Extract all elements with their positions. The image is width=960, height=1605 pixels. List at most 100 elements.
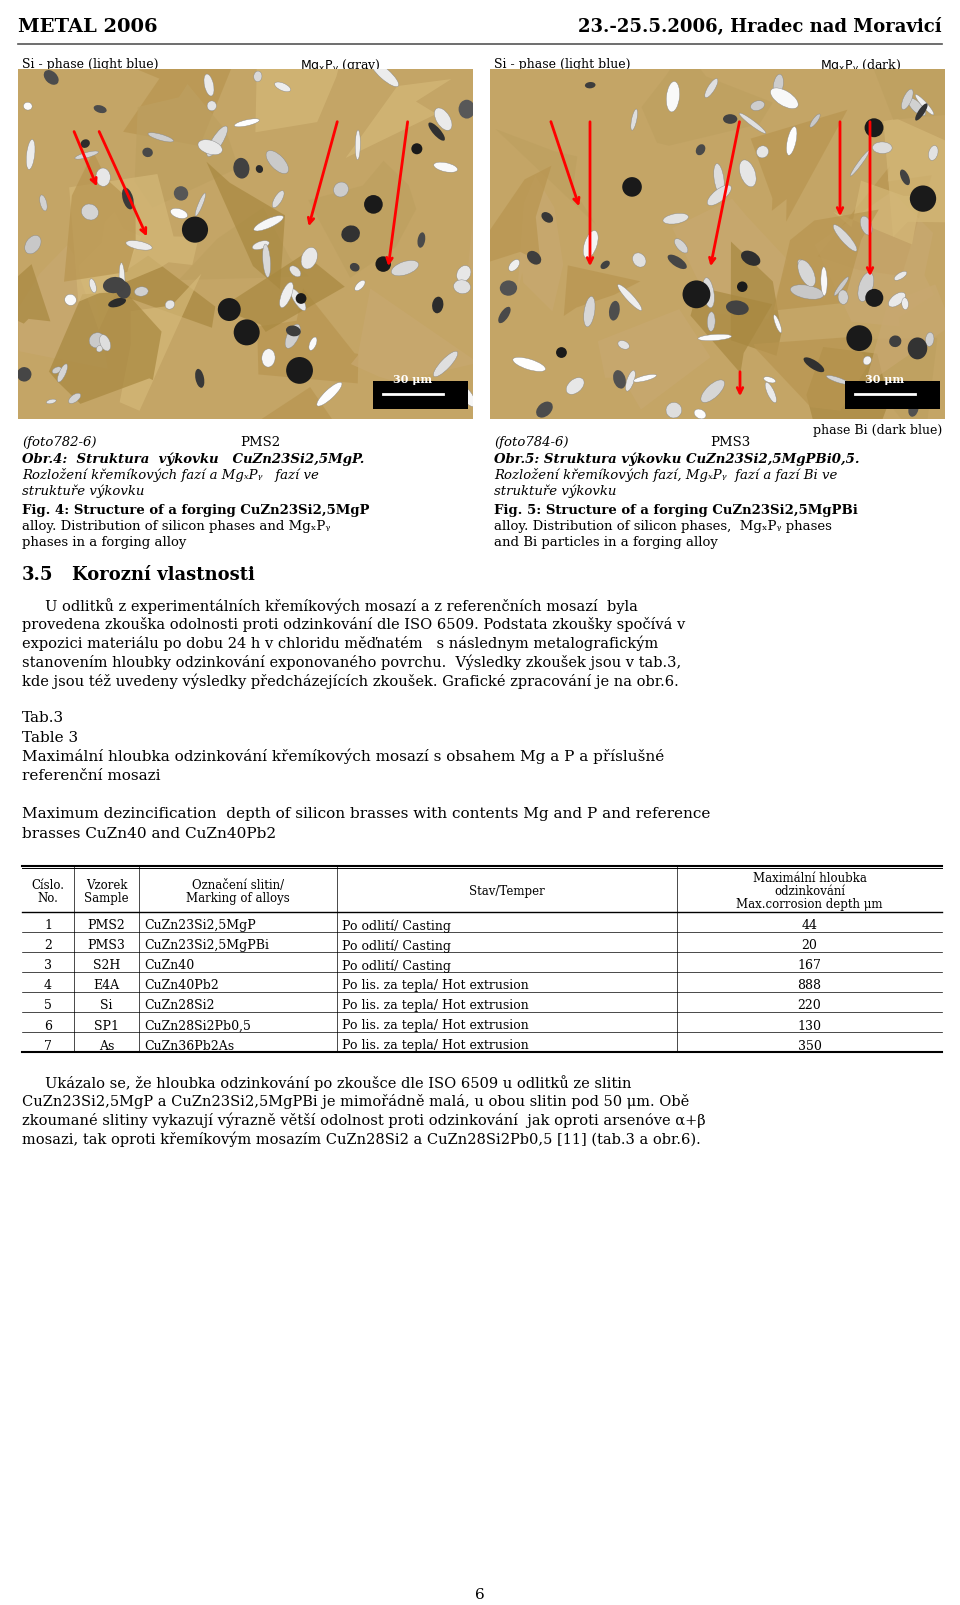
Text: Označení slitin/: Označení slitin/ [192, 878, 284, 891]
Text: 6: 6 [44, 1019, 52, 1032]
Ellipse shape [901, 299, 908, 310]
Text: alloy. Distribution of silicon phases,  MgₓPᵧ phases: alloy. Distribution of silicon phases, M… [494, 520, 832, 533]
Text: Po lis. za tepla/ Hot extrusion: Po lis. za tepla/ Hot extrusion [342, 979, 529, 992]
Polygon shape [869, 40, 960, 120]
Ellipse shape [908, 339, 927, 360]
Polygon shape [495, 130, 595, 225]
Ellipse shape [873, 143, 892, 154]
Polygon shape [754, 337, 870, 411]
Polygon shape [564, 266, 640, 316]
Text: 220: 220 [798, 998, 822, 1011]
Ellipse shape [198, 141, 223, 156]
Ellipse shape [253, 217, 283, 231]
Ellipse shape [915, 104, 927, 122]
Ellipse shape [804, 358, 825, 372]
Polygon shape [815, 193, 934, 327]
Text: Korozní vlastnosti: Korozní vlastnosti [72, 565, 254, 584]
Text: and Bi particles in a forging alloy: and Bi particles in a forging alloy [494, 536, 718, 549]
Text: As: As [99, 1038, 114, 1051]
Text: Si - phase (light blue): Si - phase (light blue) [22, 58, 158, 71]
Text: No.: No. [37, 891, 59, 905]
Text: expozici materiálu po dobu 24 h v chloridu měďnatém   s následnym metalografický: expozici materiálu po dobu 24 h v chlori… [22, 636, 659, 652]
Ellipse shape [500, 281, 517, 297]
Ellipse shape [701, 380, 725, 403]
Ellipse shape [148, 133, 174, 143]
Polygon shape [206, 162, 285, 291]
Ellipse shape [703, 279, 714, 308]
Ellipse shape [739, 114, 766, 135]
Ellipse shape [609, 302, 620, 321]
Text: Rozložení křemíkových fazí, MgₓPᵧ  fazí a fazí Bi ve: Rozložení křemíkových fazí, MgₓPᵧ fazí a… [494, 467, 837, 481]
Ellipse shape [821, 268, 828, 297]
Text: 6: 6 [475, 1587, 485, 1602]
Ellipse shape [75, 152, 99, 160]
Text: Marking of alloys: Marking of alloys [186, 891, 290, 905]
Ellipse shape [566, 379, 584, 395]
Ellipse shape [675, 239, 688, 254]
Ellipse shape [273, 191, 284, 209]
Ellipse shape [713, 164, 724, 196]
Ellipse shape [434, 109, 452, 132]
Ellipse shape [371, 63, 398, 88]
Ellipse shape [838, 291, 849, 305]
Circle shape [737, 282, 748, 292]
Ellipse shape [771, 88, 799, 109]
Ellipse shape [900, 170, 910, 186]
Ellipse shape [89, 279, 96, 294]
Ellipse shape [667, 255, 686, 270]
Ellipse shape [108, 299, 126, 308]
Ellipse shape [82, 205, 99, 221]
Ellipse shape [432, 297, 444, 315]
Ellipse shape [756, 146, 769, 159]
Text: S2H: S2H [93, 958, 120, 973]
Circle shape [865, 119, 883, 138]
Polygon shape [110, 257, 215, 329]
Ellipse shape [342, 226, 360, 242]
Polygon shape [690, 287, 772, 374]
Ellipse shape [165, 300, 175, 310]
Ellipse shape [119, 263, 125, 297]
Ellipse shape [666, 82, 680, 112]
Ellipse shape [851, 151, 870, 177]
Polygon shape [69, 175, 199, 303]
Ellipse shape [207, 101, 216, 112]
Polygon shape [463, 167, 551, 271]
Text: Po lis. za tepla/ Hot extrusion: Po lis. za tepla/ Hot extrusion [342, 1019, 529, 1032]
Text: Po lis. za tepla/ Hot extrusion: Po lis. za tepla/ Hot extrusion [342, 1038, 529, 1051]
Ellipse shape [252, 241, 269, 250]
Ellipse shape [418, 233, 425, 249]
Text: PMS3: PMS3 [710, 435, 751, 449]
Ellipse shape [584, 297, 595, 327]
Ellipse shape [708, 186, 732, 207]
Text: 2: 2 [44, 939, 52, 952]
Ellipse shape [827, 376, 849, 385]
Circle shape [683, 281, 710, 310]
Ellipse shape [285, 324, 300, 350]
Polygon shape [18, 246, 108, 369]
Circle shape [910, 186, 936, 213]
Ellipse shape [134, 287, 148, 297]
Text: CuZn36Pb2As: CuZn36Pb2As [144, 1038, 234, 1051]
Ellipse shape [739, 160, 756, 188]
Bar [845, 382, 940, 409]
Ellipse shape [498, 308, 511, 324]
Ellipse shape [253, 72, 262, 82]
Ellipse shape [901, 90, 913, 111]
Polygon shape [257, 289, 358, 384]
Ellipse shape [122, 188, 133, 210]
Text: Rozložení křemíkových fazí a MgₓPᵧ   fazí ve: Rozložení křemíkových fazí a MgₓPᵧ fazí … [22, 467, 319, 481]
Text: CuZn28Si2Pb0,5: CuZn28Si2Pb0,5 [144, 1019, 251, 1032]
Text: Fig. 4: Structure of a forging CuZn23Si2,5MgP: Fig. 4: Structure of a forging CuZn23Si2… [22, 504, 370, 517]
Text: zkoumané slitiny vykazují výrazně větší odolnost proti odzinkování  jak oproti a: zkoumané slitiny vykazují výrazně větší … [22, 1112, 706, 1128]
Ellipse shape [81, 140, 90, 149]
Text: Vzorek: Vzorek [85, 878, 128, 891]
Text: Po odlití/ Casting: Po odlití/ Casting [342, 939, 451, 952]
Text: 167: 167 [798, 958, 822, 973]
Text: Ukázalo se, že hloubka odzinkování po zkoušce dle ISO 6509 u odlitků ze slitin: Ukázalo se, že hloubka odzinkování po zk… [22, 1074, 632, 1090]
Ellipse shape [834, 278, 849, 297]
Ellipse shape [263, 246, 271, 278]
Polygon shape [731, 242, 781, 356]
Circle shape [622, 178, 642, 197]
Ellipse shape [301, 249, 318, 270]
Ellipse shape [428, 124, 444, 141]
